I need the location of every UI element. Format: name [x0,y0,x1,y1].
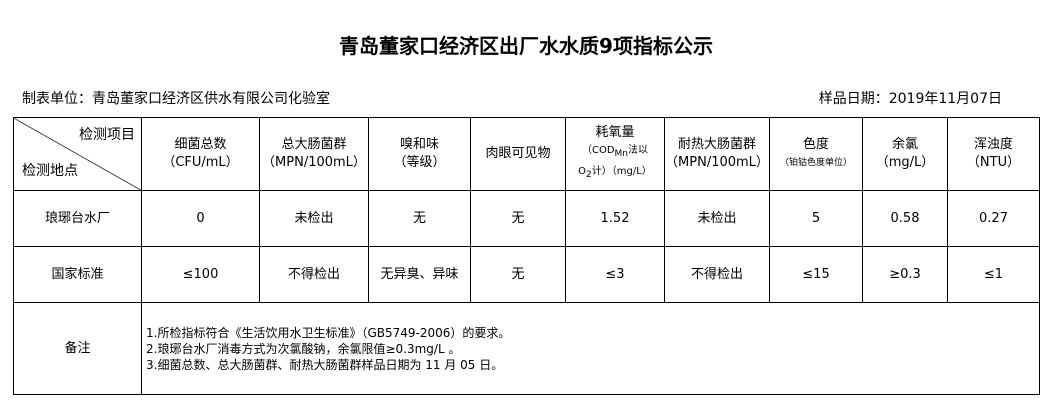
unit-sub: 2 [586,170,592,180]
water-quality-table: 检测项目检测地点 细菌总数 （CFU/mL） 总大肠菌群 （MPN/100mL） 嗅… [13,117,1040,395]
table-row: 琅琊台水厂 0 未检出 无 无 1.52 未检出 5 0.58 0.27 [13,190,1040,247]
unit-part: 法以 [628,145,649,156]
header-cell: 总大肠菌群 （MPN/100mL） [259,117,369,191]
cell: 未检出 [664,190,770,247]
header-name: 浑浊度 [973,137,1013,152]
header-cell: 余氯 （mg/L） [862,117,948,191]
page-title: 青岛董家口经济区出厂水水质9项指标公示 [339,34,713,58]
header-name: 色度 [802,137,829,152]
corner-bottom: 检测地点 [22,163,78,179]
issuing-unit: 制表单位：青岛董家口经济区供水有限公司化验室 [22,91,330,107]
cell: 0.58 [862,190,948,247]
corner-top: 检测项目 [79,127,135,143]
notes-label: 备注 [13,302,142,395]
header-cell: 色度 （铂钴色度单位） [769,117,863,191]
table-row: 国家标准 ≤100 不得检出 无异臭、异味 无 ≤3 不得检出 ≤15 ≥0.3… [13,246,1040,303]
cell: 无异臭、异味 [368,246,471,303]
sample-date: 样品日期：2019年11月07日 [818,91,1002,107]
note-line: 2.琅琊台水厂消毒方式为次氯酸钠，余氯限值≥0.3mg/L 。 [146,341,461,356]
header-name: 余氯 [891,137,918,152]
header-cell: 肉眼可见物 [470,117,566,191]
row-label: 国家标准 [13,246,142,303]
cell: ≤1 [947,246,1040,303]
notes-row: 备注 1.所检指标符合《生活饮用水卫生标准》（GB5749-2006）的要求。 … [13,302,1040,395]
header-name: 耐热大肠菌群 [677,137,756,152]
note-line: 3.细菌总数、总大肠菌群、耐热大肠菌群样品日期为 11 月 05 日。 [146,357,504,372]
unit-part: 计）（mg/L） [591,166,652,177]
note-line: 1.所检指标符合《生活饮用水卫生标准》（GB5749-2006）的要求。 [146,325,511,340]
header-cell: 浑浊度 （NTU） [947,117,1040,191]
header-name: 耗氧量 [595,125,635,140]
header-unit: （CODMn法以 O2计）（mg/L） [566,142,664,184]
header-cell: 细菌总数 （CFU/mL） [141,117,260,191]
header-name: 总大肠菌群 [281,137,347,152]
cell: 未检出 [259,190,369,247]
header-cell: 嗅和味 （等级） [368,117,471,191]
header-unit: （MPN/100mL） [262,155,366,170]
cell: ≤100 [141,246,260,303]
header-cell: 耐热大肠菌群 （MPN/100mL） [664,117,770,191]
header-unit: （CFU/mL） [162,155,239,170]
unit-part: （COD [581,145,615,156]
cell: 不得检出 [259,246,369,303]
cell: 不得检出 [664,246,770,303]
row-label: 琅琊台水厂 [13,190,142,247]
header-unit: （NTU） [966,155,1021,170]
cell: 5 [769,190,863,247]
notes-content: 1.所检指标符合《生活饮用水卫生标准》（GB5749-2006）的要求。 2.琅… [141,302,1040,395]
cell: 0 [141,190,260,247]
header-name: 嗅和味 [399,137,439,152]
unit-part: O [578,166,587,177]
header-unit: （等级） [393,155,446,170]
cell: ≥0.3 [862,246,948,303]
cell: ≤3 [565,246,665,303]
cell: ≤15 [769,246,863,303]
header-name: 细菌总数 [174,137,227,152]
corner-cell: 检测项目检测地点 [13,117,142,191]
header-name: 肉眼可见物 [485,146,551,161]
header-row: 检测项目检测地点 细菌总数 （CFU/mL） 总大肠菌群 （MPN/100mL） 嗅… [13,117,1040,191]
header-cell: 耗氧量 （CODMn法以 O2计）（mg/L） [565,117,665,191]
cell: 无 [470,246,566,303]
cell: 无 [368,190,471,247]
unit-sub: Mn [614,149,629,159]
header-unit: （mg/L） [875,155,935,170]
header-unit: （MPN/100mL） [665,155,769,170]
cell: 1.52 [565,190,665,247]
header-unit: （铂钴色度单位） [779,158,852,168]
cell: 0.27 [947,190,1040,247]
cell: 无 [470,190,566,247]
